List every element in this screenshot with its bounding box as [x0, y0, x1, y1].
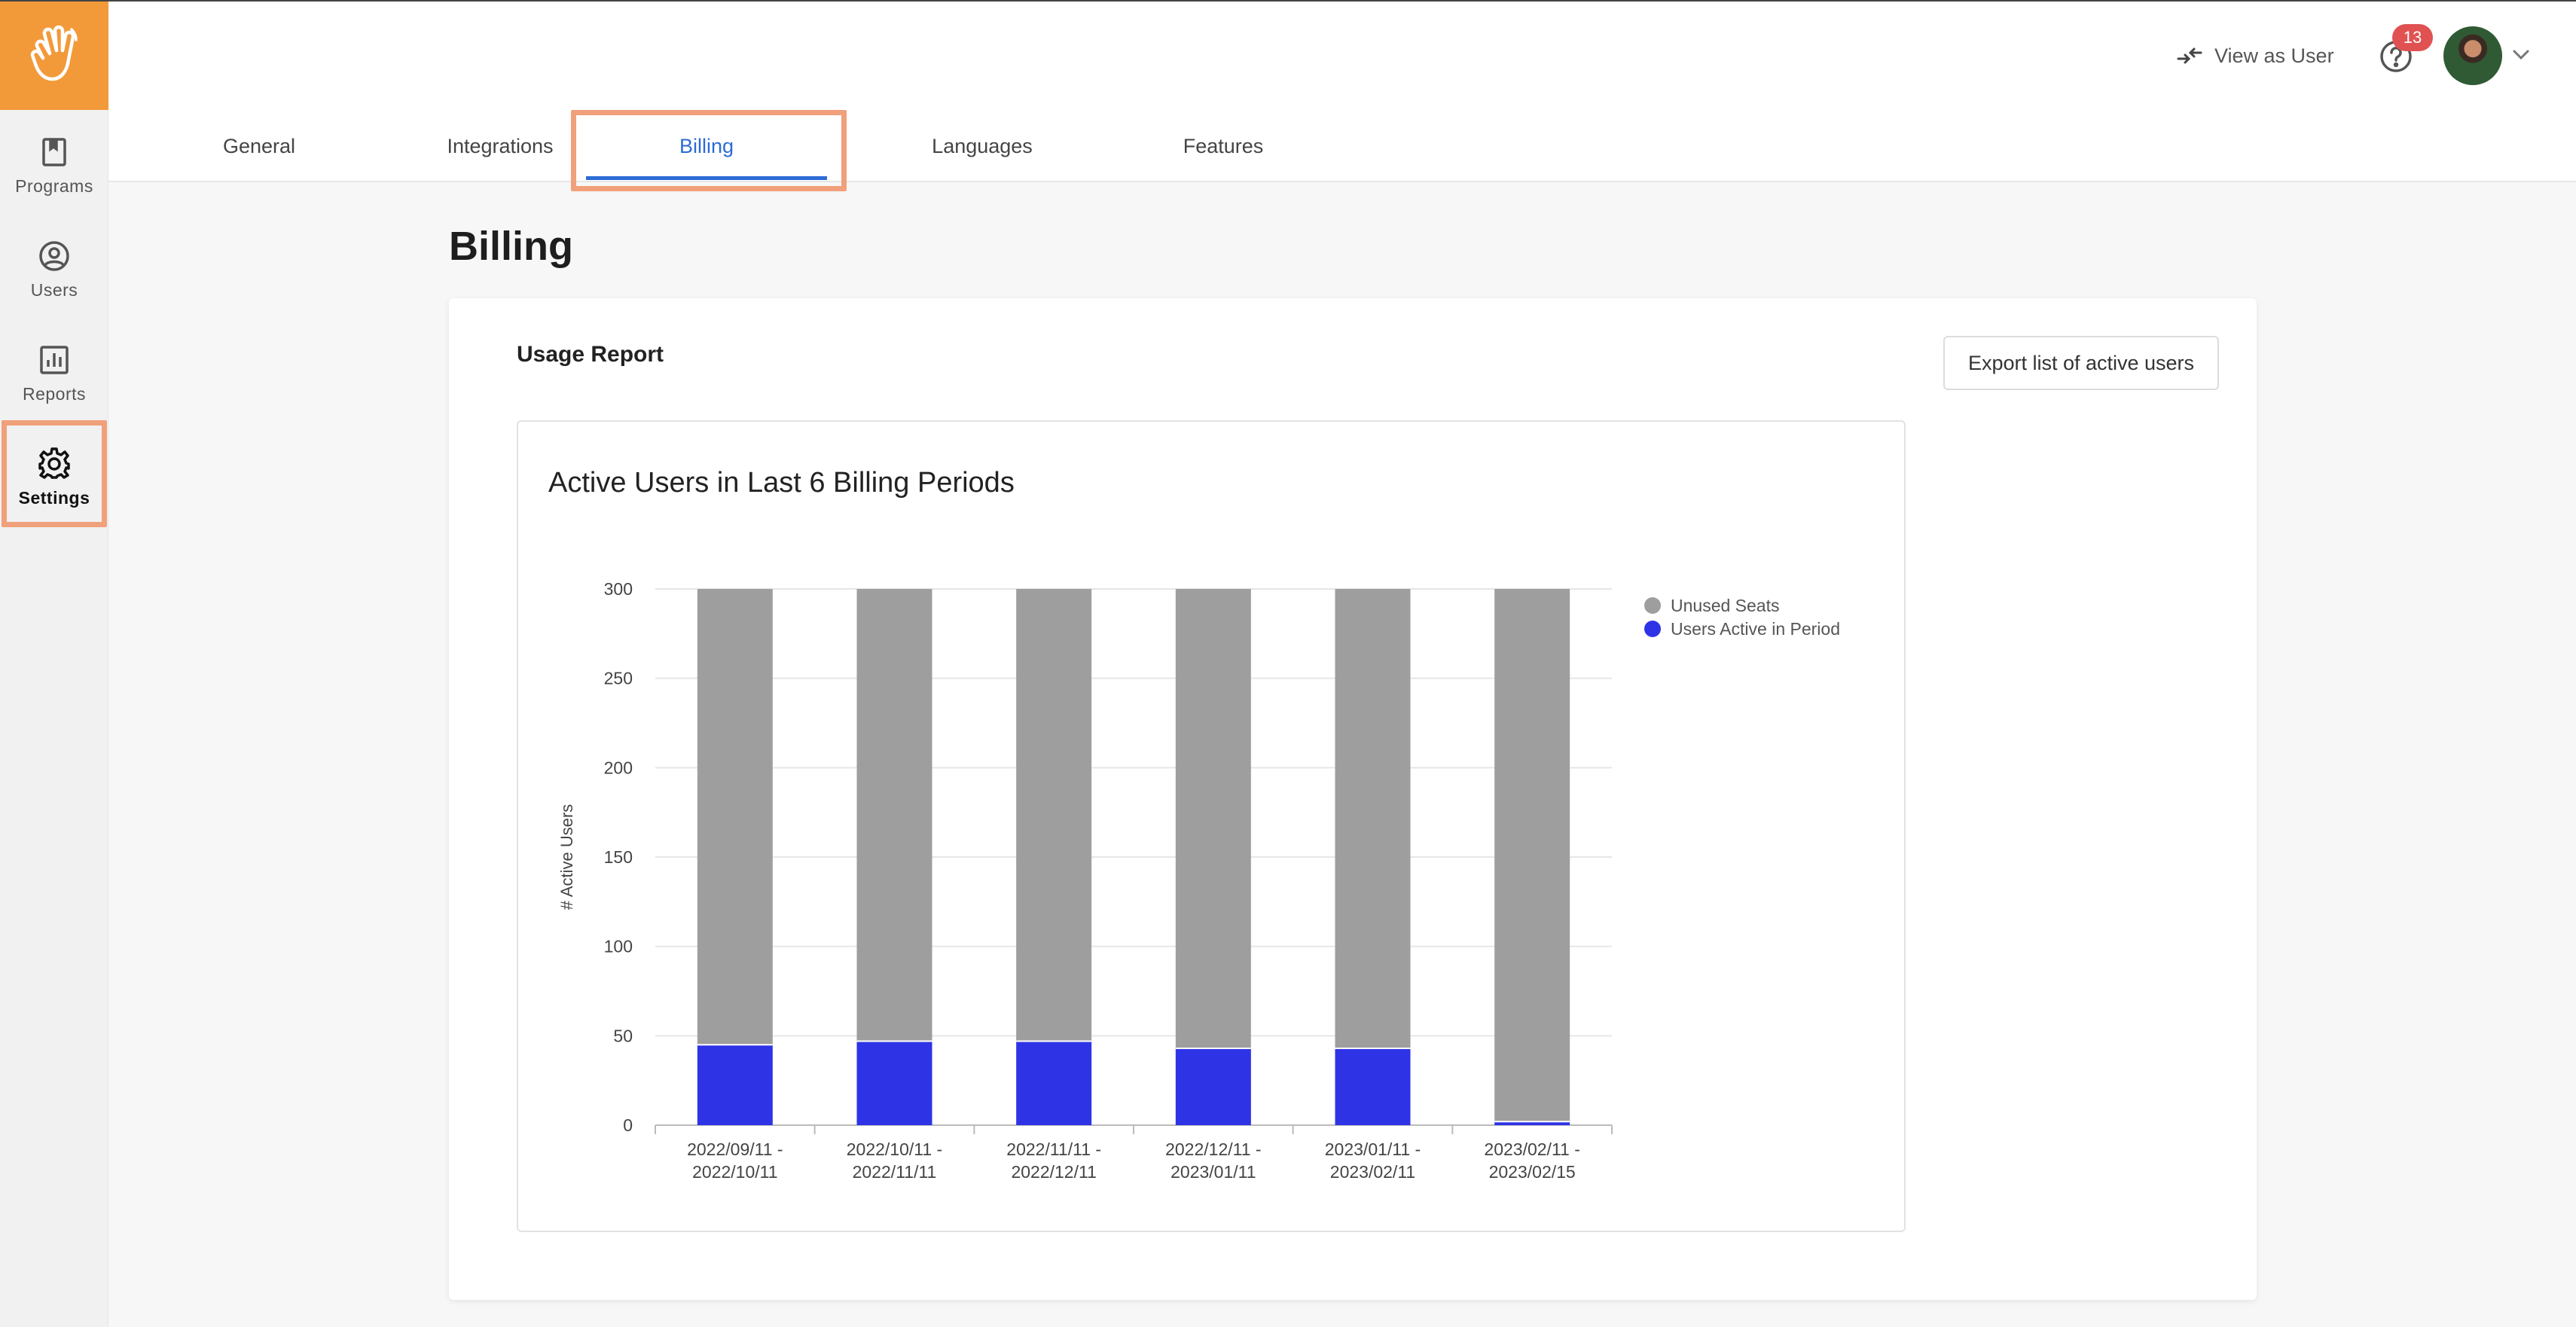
sidebar-item-label: Settings	[18, 487, 90, 508]
x-tick-label: 2022/10/11	[692, 1162, 777, 1182]
x-tick-label: 2022/09/11 -	[687, 1139, 783, 1159]
y-tick-label: 250	[604, 669, 633, 688]
tab-features[interactable]: Features	[1183, 134, 1264, 157]
y-tick-label: 200	[604, 758, 633, 777]
notification-badge: 13	[2392, 24, 2433, 51]
bar-active-users	[1494, 1121, 1570, 1125]
x-tick-label: 2022/11/11	[853, 1162, 937, 1182]
legend-swatch	[1644, 597, 1661, 614]
x-tick-label: 2022/11/11 -	[1006, 1139, 1101, 1159]
sidebar-item-programs[interactable]: Programs	[0, 113, 108, 218]
legend-label: Unused Seats	[1671, 596, 1779, 615]
x-tick-label: 2022/12/11 -	[1165, 1139, 1261, 1159]
waving-hand-icon	[30, 25, 78, 81]
bar-active-users	[1016, 1041, 1092, 1125]
bar-active-users	[697, 1045, 773, 1125]
chart-title: Active Users in Last 6 Billing Periods	[548, 467, 1015, 499]
window-top-border	[0, 0, 2576, 2]
legend-swatch	[1644, 621, 1661, 637]
tab-languages[interactable]: Languages	[932, 134, 1033, 157]
chevron-down-icon[interactable]	[2511, 47, 2531, 62]
page-title: Billing	[449, 224, 573, 269]
tab-billing[interactable]: Billing	[679, 134, 734, 157]
sidebar: Programs Users Reports Settings	[0, 0, 108, 1327]
bar-unused-seats	[1494, 589, 1570, 1122]
settings-tabs: General Integrations Billing Languages F…	[108, 110, 2576, 182]
active-tab-underline	[586, 176, 827, 180]
user-circle-icon	[38, 239, 71, 273]
bar-unused-seats	[697, 589, 773, 1045]
top-header	[108, 0, 2576, 110]
y-tick-label: 50	[613, 1026, 633, 1045]
card-title: Usage Report	[517, 342, 664, 367]
view-as-user-label: View as User	[2214, 44, 2334, 67]
sidebar-item-users[interactable]: Users	[0, 217, 108, 322]
swap-arrows-icon	[2177, 47, 2202, 64]
sidebar-item-label: Reports	[22, 383, 87, 404]
x-tick-label: 2022/12/11	[1011, 1162, 1096, 1182]
y-axis-label: # Active Users	[557, 804, 576, 911]
tab-integrations[interactable]: Integrations	[447, 134, 554, 157]
y-tick-label: 100	[604, 937, 633, 956]
x-tick-label: 2022/10/11 -	[847, 1139, 942, 1159]
bar-unused-seats	[856, 589, 932, 1042]
y-tick-label: 150	[604, 847, 633, 867]
view-as-user-button[interactable]: View as User	[2177, 39, 2334, 72]
bar-unused-seats	[1016, 589, 1092, 1042]
x-tick-label: 2023/02/15	[1489, 1162, 1576, 1182]
active-users-chart: 0 50 100 150 200 250 300 # Active Users 2022/09/…	[557, 579, 1840, 1182]
legend-label: Users Active in Period	[1671, 619, 1840, 639]
x-tick-label: 2023/02/11	[1330, 1162, 1415, 1182]
sidebar-item-settings[interactable]: Settings	[0, 425, 108, 530]
x-tick-label: 2023/01/11	[1170, 1162, 1256, 1182]
avatar[interactable]	[2443, 26, 2502, 85]
book-icon	[38, 136, 71, 169]
sidebar-item-reports[interactable]: Reports	[0, 321, 108, 426]
bar-active-users	[1175, 1048, 1251, 1125]
bar-active-users	[856, 1041, 932, 1125]
y-tick-label: 300	[604, 579, 633, 599]
bar-chart-icon	[38, 343, 71, 377]
sidebar-item-label: Programs	[15, 175, 93, 196]
bar-active-users	[1335, 1048, 1411, 1125]
bar-unused-seats	[1335, 589, 1411, 1048]
tab-general[interactable]: General	[222, 134, 296, 157]
x-tick-label: 2023/02/11 -	[1484, 1139, 1579, 1159]
export-active-users-button[interactable]: Export list of active users	[1943, 336, 2219, 390]
gear-icon	[38, 447, 71, 480]
sidebar-item-label: Users	[30, 279, 78, 300]
y-tick-label: 0	[623, 1115, 633, 1135]
bar-unused-seats	[1175, 589, 1251, 1048]
x-tick-label: 2023/01/11 -	[1325, 1139, 1421, 1159]
logo[interactable]	[0, 0, 108, 110]
